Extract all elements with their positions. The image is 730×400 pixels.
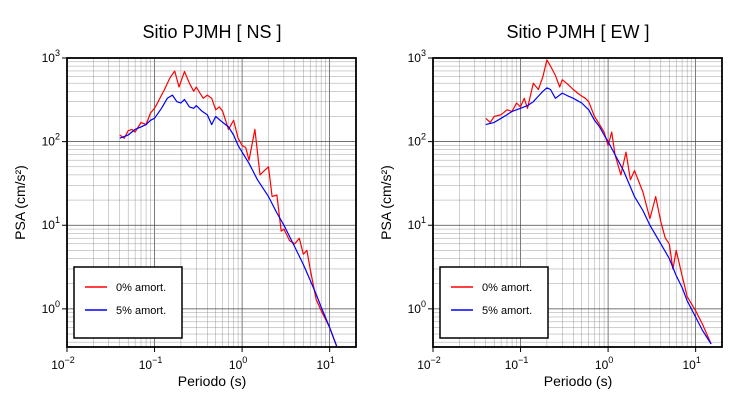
x-tick-label: 10−1 [505, 355, 529, 372]
legend-box [439, 266, 549, 339]
legend: 0% amort. 5% amort. [439, 266, 549, 339]
legend-label: 0% amort. [116, 282, 166, 294]
legend-label: 0% amort. [482, 282, 532, 294]
plot-frame [432, 57, 723, 348]
x-tick-label: 101 [682, 355, 700, 372]
x-tick-label: 100 [229, 355, 247, 372]
chart-title: Sitio PJMH [ EW ] [506, 22, 649, 42]
x-tick-label: 101 [316, 355, 334, 372]
x-tick-label: 100 [595, 355, 613, 372]
y-axis-label: PSA (cm/s²) [378, 165, 394, 240]
x-tick-label: 10−1 [139, 355, 163, 372]
legend-label: 5% amort. [116, 305, 166, 317]
y-tick-label: 103 [42, 48, 60, 65]
legend: 0% amort. 5% amort. [73, 266, 183, 339]
legend-label: 5% amort. [482, 305, 532, 317]
y-tick-label: 102 [42, 132, 60, 149]
plot-frame [66, 57, 357, 348]
y-tick-label: 102 [408, 132, 426, 149]
chart-title: Sitio PJMH [ NS ] [142, 22, 281, 42]
series-line-blue [119, 94, 338, 347]
y-axis-label: PSA (cm/s²) [12, 165, 28, 240]
x-tick-label: 10−2 [51, 355, 75, 372]
legend-box [73, 266, 183, 339]
y-tick-label: 100 [42, 299, 60, 316]
y-tick-label: 103 [408, 48, 426, 65]
x-axis-label: Periodo (s) [544, 373, 612, 389]
y-tick-label: 101 [42, 215, 60, 232]
chart-panel-1: 10−2 10−1 100 101 100 101 102 103 Sitio PJMH [ N… [12, 22, 357, 389]
x-axis-label: Periodo (s) [178, 373, 246, 389]
y-tick-label: 101 [408, 215, 426, 232]
chart-panel-2: 10−2 10−1 100 101 100 101 102 103 Sitio PJMH [ E… [378, 22, 723, 389]
series-line-red [485, 59, 712, 345]
x-tick-label: 10−2 [417, 355, 441, 372]
series-line-blue [485, 87, 712, 345]
y-tick-label: 100 [408, 299, 426, 316]
